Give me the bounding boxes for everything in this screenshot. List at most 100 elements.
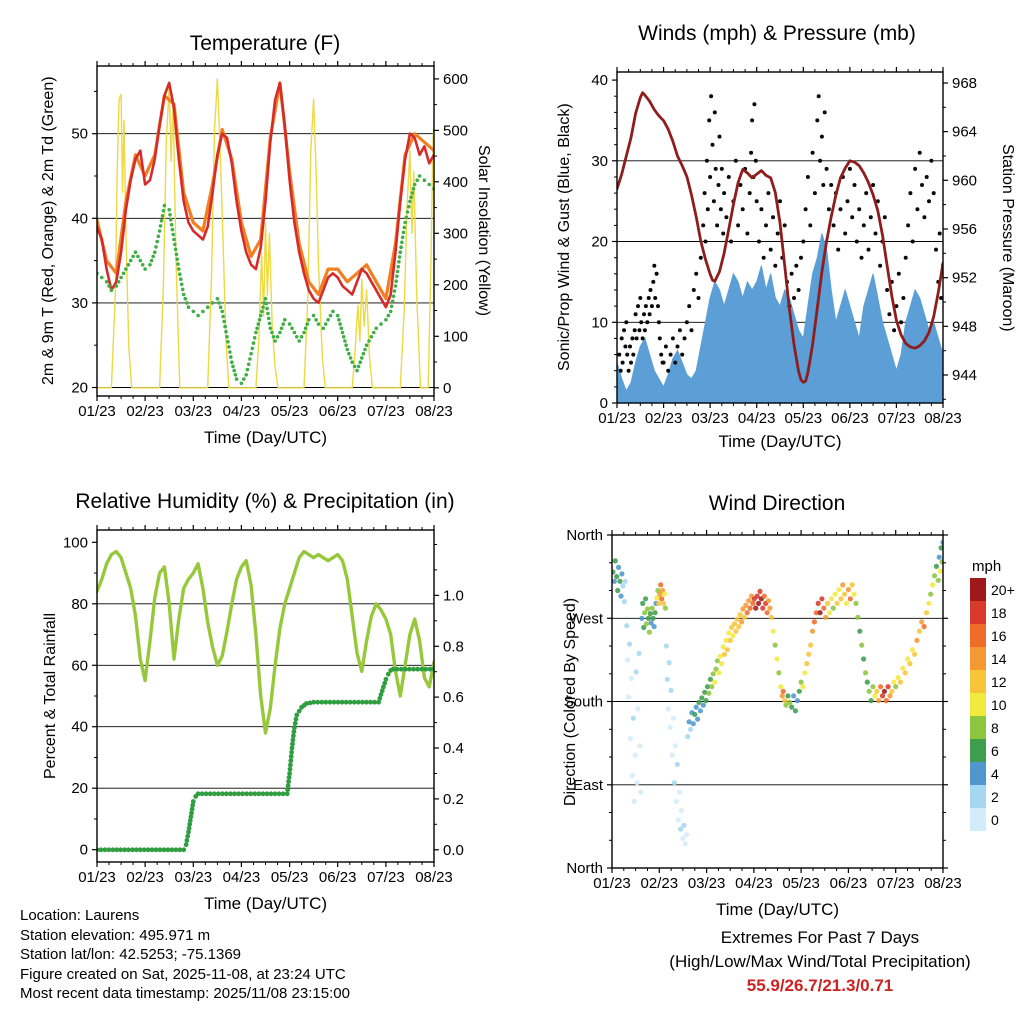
legend-label: 12 (991, 673, 1007, 690)
svg-text:100: 100 (443, 328, 468, 345)
station-info: Location: Laurens Station elevation: 495… (20, 906, 350, 1004)
legend-label: 20+ (991, 581, 1015, 598)
x-axis-label: Time (Day/UTC) (203, 894, 328, 913)
legend-label: 0 (991, 811, 999, 828)
svg-text:944: 944 (952, 367, 977, 384)
legend-swatch (970, 762, 986, 785)
svg-text:08/23: 08/23 (415, 869, 453, 886)
legend-label: 18 (991, 604, 1007, 621)
winds-pressure-plot: 01/23 02/23 03/23 04/23 05/23 06/23 07/23 08/23… (591, 67, 977, 427)
svg-text:02/23: 02/23 (126, 869, 164, 886)
2m-dewpoint-series (97, 174, 434, 386)
legend-swatch (970, 785, 986, 808)
svg-text:0: 0 (80, 842, 88, 859)
legend-entry: 16 (970, 624, 1015, 647)
svg-text:60: 60 (71, 657, 88, 674)
svg-text:03/23: 03/23 (175, 869, 213, 886)
svg-text:07/23: 07/23 (367, 403, 405, 420)
svg-text:01/23: 01/23 (78, 403, 116, 420)
2m-temperature-series (97, 81, 434, 309)
svg-text:North: North (566, 527, 603, 544)
legend-label: 16 (991, 627, 1007, 644)
svg-text:964: 964 (952, 124, 977, 141)
svg-text:01/23: 01/23 (593, 875, 631, 892)
legend-swatch (970, 808, 986, 831)
svg-text:02/23: 02/23 (126, 403, 164, 420)
svg-text:40: 40 (591, 72, 608, 89)
humidity-precip-chart: Relative Humidity (%) & Precipitation (i… (0, 470, 512, 930)
svg-text:06/23: 06/23 (319, 403, 357, 420)
svg-text:03/23: 03/23 (175, 403, 213, 420)
legend-swatch (970, 716, 986, 739)
svg-text:05/23: 05/23 (782, 875, 820, 892)
svg-text:20: 20 (591, 234, 608, 251)
legend-swatch (970, 601, 986, 624)
svg-text:20: 20 (71, 380, 88, 397)
x-axis-label: Time (Day/UTC) (715, 900, 840, 919)
svg-text:05/23: 05/23 (785, 410, 823, 427)
legend-swatch (970, 624, 986, 647)
svg-text:01/23: 01/23 (78, 869, 116, 886)
legend-entry: 10 (970, 693, 1015, 716)
svg-text:20: 20 (71, 780, 88, 797)
extremes-block: Extremes For Past 7 Days (High/Low/Max W… (620, 926, 1020, 998)
legend-swatch (970, 578, 986, 601)
station-latlon: Station lat/lon: 42.5253; -75.1369 (20, 946, 242, 963)
extremes-title: Extremes For Past 7 Days (720, 928, 920, 947)
svg-text:0.4: 0.4 (443, 740, 464, 757)
svg-text:03/23: 03/23 (688, 875, 726, 892)
svg-text:06/23: 06/23 (830, 875, 868, 892)
humidity-precip-plot: 01/23 02/23 03/23 04/23 05/23 06/23 07/23 08/23… (63, 525, 464, 886)
svg-text:08/23: 08/23 (924, 410, 962, 427)
wind-direction-series (612, 539, 943, 847)
legend-label: 4 (991, 765, 999, 782)
svg-text:East: East (573, 777, 604, 794)
svg-text:06/23: 06/23 (319, 869, 357, 886)
total-rainfall-series (97, 666, 434, 853)
legend-entry: 6 (970, 739, 1015, 762)
temperature-plot: 01/23 02/23 03/23 04/23 05/23 06/23 07/23 08/23… (71, 61, 468, 420)
svg-text:960: 960 (952, 172, 977, 189)
svg-text:0: 0 (600, 395, 608, 412)
svg-text:07/23: 07/23 (877, 875, 915, 892)
svg-text:30: 30 (591, 153, 608, 170)
legend-entry: 12 (970, 670, 1015, 693)
solar-insolation-series (97, 78, 434, 389)
svg-text:300: 300 (443, 225, 468, 242)
relative-humidity-series (97, 549, 434, 735)
x-axis-label: Time (Day/UTC) (203, 428, 328, 447)
svg-text:1.0: 1.0 (443, 587, 464, 604)
legend-label: 8 (991, 719, 999, 736)
svg-text:500: 500 (443, 122, 468, 139)
svg-text:West: West (569, 610, 604, 627)
legend-entry: 2 (970, 785, 1015, 808)
legend-entry: 18 (970, 601, 1015, 624)
svg-text:80: 80 (71, 596, 88, 613)
y-axis-label-right: Station Pressure (Maroon) (999, 143, 1016, 332)
figure-created: Figure created on Sat, 2025-11-08, at 23… (20, 965, 346, 983)
svg-text:04/23: 04/23 (735, 875, 773, 892)
station-pressure-series (617, 91, 943, 384)
svg-text:30: 30 (71, 295, 88, 312)
svg-text:200: 200 (443, 277, 468, 294)
sonic-wind-series (617, 233, 943, 403)
legend-entry: 20+ (970, 578, 1015, 601)
svg-text:02/23: 02/23 (645, 410, 683, 427)
y-axis-label-right: Solar Insolation (Yellow) (475, 145, 492, 317)
svg-text:600: 600 (443, 71, 468, 88)
legend-label: 10 (991, 696, 1007, 713)
station-elevation: Station elevation: 495.971 m (20, 926, 211, 944)
svg-text:40: 40 (71, 719, 88, 736)
svg-text:North: North (566, 860, 603, 877)
wind-gusts-series (617, 94, 943, 373)
winds-pressure-chart: Winds (mph) & Pressure (mb) Sonic/Prop W… (512, 0, 1024, 470)
speed-legend: mph 20+ 18 16 14 12 10 8 6 4 2 0 (970, 558, 1015, 831)
svg-text:05/23: 05/23 (271, 869, 309, 886)
svg-text:04/23: 04/23 (738, 410, 776, 427)
svg-text:07/23: 07/23 (367, 869, 405, 886)
svg-text:02/23: 02/23 (641, 875, 679, 892)
legend-swatch (970, 647, 986, 670)
svg-text:50: 50 (71, 126, 88, 143)
legend-title: mph (972, 558, 1002, 575)
